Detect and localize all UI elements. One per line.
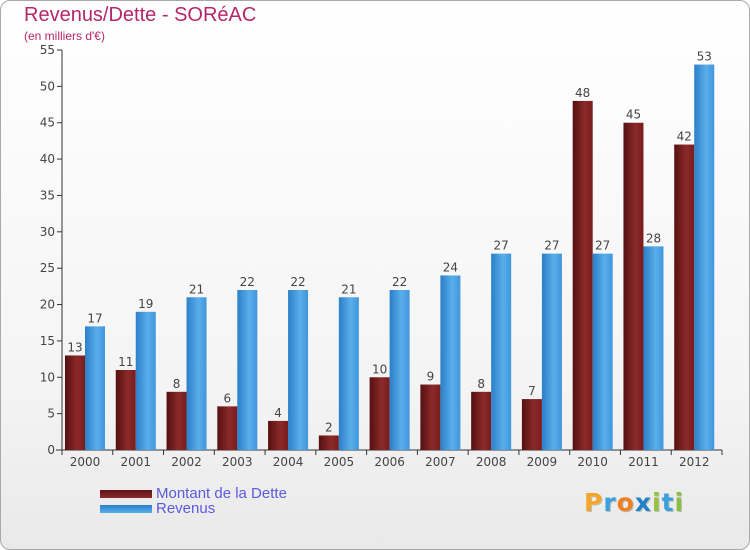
bar-label-dette: 7 bbox=[528, 384, 536, 398]
y-tick-label: 15 bbox=[40, 334, 55, 348]
bar-revenus bbox=[288, 290, 309, 450]
x-tick-label: 2003 bbox=[222, 455, 253, 469]
bar-label-dette: 8 bbox=[477, 377, 485, 391]
legend-swatch-dette bbox=[100, 490, 152, 498]
legend-label-revenus: Revenus bbox=[156, 500, 216, 517]
bar-label-revenus: 19 bbox=[138, 297, 153, 311]
logo-letter: o bbox=[616, 488, 635, 517]
x-tick-label: 2010 bbox=[577, 455, 608, 469]
y-tick-label: 35 bbox=[40, 188, 55, 202]
bar-dette bbox=[572, 100, 593, 450]
y-tick-label: 0 bbox=[47, 443, 55, 457]
bar-label-dette: 8 bbox=[173, 377, 181, 391]
bar-label-revenus: 17 bbox=[87, 311, 102, 325]
bar-label-dette: 45 bbox=[626, 108, 641, 122]
bar-revenus bbox=[186, 297, 207, 450]
x-tick-label: 2012 bbox=[679, 455, 710, 469]
bar-label-revenus: 24 bbox=[443, 260, 458, 274]
bar-revenus bbox=[237, 290, 258, 450]
bar-label-dette: 4 bbox=[274, 406, 282, 420]
x-tick-label: 2000 bbox=[70, 455, 101, 469]
bar-label-revenus: 22 bbox=[392, 275, 407, 289]
bar-dette bbox=[471, 391, 492, 450]
bar-label-dette: 42 bbox=[677, 130, 692, 144]
x-tick-label: 2011 bbox=[628, 455, 659, 469]
logo-letter: r bbox=[603, 488, 617, 517]
bar-label-dette: 2 bbox=[325, 420, 333, 434]
logo-letter: t bbox=[661, 488, 675, 517]
bar-dette bbox=[268, 420, 289, 450]
x-tick-label: 2002 bbox=[171, 455, 202, 469]
x-tick-label: 2001 bbox=[120, 455, 151, 469]
bar-revenus bbox=[440, 275, 461, 450]
legend-label-dette: Montant de la Dette bbox=[156, 485, 287, 502]
x-tick-label: 2006 bbox=[374, 455, 405, 469]
y-tick-label: 5 bbox=[47, 407, 55, 421]
x-tick-label: 2005 bbox=[324, 455, 355, 469]
logo-letter: P bbox=[584, 488, 604, 517]
bar-label-dette: 48 bbox=[575, 86, 590, 100]
chart-subtitle: (en milliers d'€) bbox=[24, 29, 105, 43]
bar-revenus bbox=[592, 253, 613, 450]
bar-dette bbox=[369, 377, 390, 450]
chart-title: Revenus/Dette - SORéAC bbox=[24, 4, 257, 26]
y-tick-label: 10 bbox=[40, 370, 55, 384]
y-tick-label: 30 bbox=[40, 225, 55, 239]
bar-label-revenus: 28 bbox=[646, 231, 661, 245]
bar-label-dette: 13 bbox=[67, 340, 82, 354]
bar-revenus bbox=[389, 290, 410, 450]
bar-revenus bbox=[491, 253, 512, 450]
bar-label-dette: 9 bbox=[427, 370, 435, 384]
x-tick-label: 2009 bbox=[527, 455, 558, 469]
bar-revenus bbox=[85, 326, 105, 450]
bar-label-revenus: 27 bbox=[544, 239, 559, 253]
bar-label-revenus: 22 bbox=[240, 275, 255, 289]
bar-dette bbox=[420, 384, 441, 450]
bar-label-revenus: 21 bbox=[189, 282, 204, 296]
x-tick-label: 2007 bbox=[425, 455, 456, 469]
y-tick-label: 55 bbox=[40, 43, 55, 57]
bar-label-revenus: 22 bbox=[290, 275, 305, 289]
bar-dette bbox=[115, 370, 136, 450]
y-tick-label: 40 bbox=[40, 152, 55, 166]
bar-revenus bbox=[643, 246, 664, 450]
bar-dette bbox=[623, 122, 644, 451]
logo-letter: i bbox=[652, 488, 662, 517]
x-tick-label: 2004 bbox=[273, 455, 304, 469]
bar-label-dette: 11 bbox=[118, 355, 133, 369]
bar-label-dette: 10 bbox=[372, 362, 387, 376]
bar-label-revenus: 53 bbox=[697, 50, 712, 64]
bar-dette bbox=[65, 355, 85, 450]
logo-letter: i bbox=[674, 488, 685, 517]
y-tick-label: 50 bbox=[40, 79, 55, 93]
bar-revenus bbox=[541, 253, 562, 450]
x-tick-label: 2008 bbox=[476, 455, 507, 469]
bar-dette bbox=[674, 144, 695, 450]
bar-label-revenus: 21 bbox=[341, 282, 356, 296]
bar-revenus bbox=[135, 311, 156, 450]
logo-letter: x bbox=[634, 488, 652, 517]
y-tick-label: 45 bbox=[40, 116, 55, 130]
bar-dette bbox=[166, 391, 187, 450]
y-tick-label: 25 bbox=[40, 261, 55, 275]
bar-label-revenus: 27 bbox=[595, 239, 610, 253]
bar-dette bbox=[217, 406, 238, 450]
proxiti-logo: Proxiti bbox=[584, 488, 684, 517]
legend-swatch-revenus bbox=[100, 505, 152, 513]
bar-dette bbox=[521, 399, 542, 450]
bar-revenus bbox=[338, 297, 359, 450]
y-tick-label: 20 bbox=[40, 298, 55, 312]
bar-dette bbox=[318, 435, 339, 450]
bar-label-revenus: 27 bbox=[494, 239, 509, 253]
bar-revenus bbox=[694, 64, 715, 450]
bar-label-dette: 6 bbox=[223, 391, 231, 405]
